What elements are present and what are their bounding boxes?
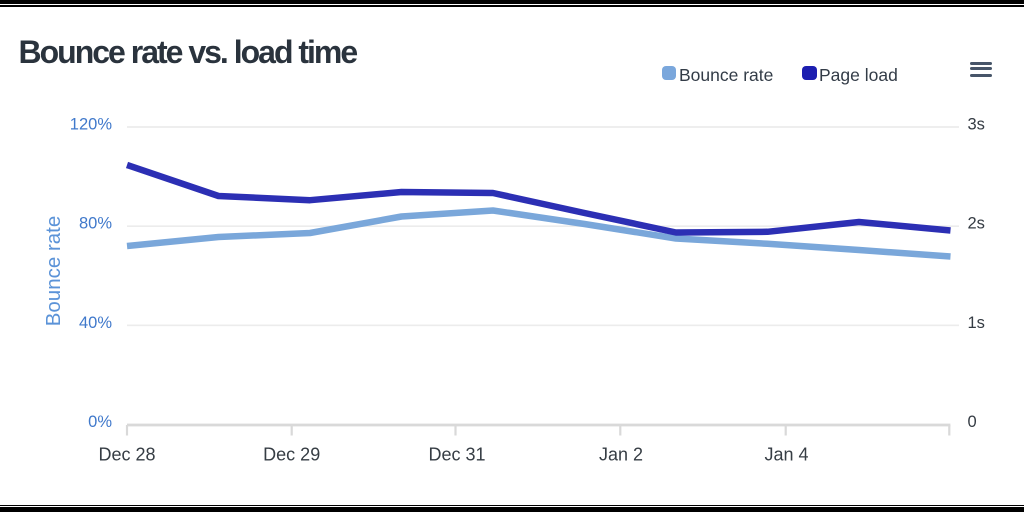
svg-text:0: 0 (968, 413, 977, 431)
svg-text:Bounce rate: Bounce rate (42, 216, 65, 327)
svg-text:Dec 29: Dec 29 (263, 445, 320, 465)
svg-text:Dec 28: Dec 28 (98, 445, 155, 465)
svg-text:120%: 120% (70, 116, 113, 134)
svg-text:1s: 1s (968, 314, 985, 332)
svg-text:0%: 0% (88, 413, 112, 431)
svg-text:Dec 31: Dec 31 (428, 445, 485, 465)
svg-text:Jan 4: Jan 4 (764, 445, 808, 465)
svg-text:3s: 3s (968, 116, 985, 134)
svg-text:40%: 40% (79, 314, 112, 332)
svg-text:80%: 80% (79, 215, 112, 233)
svg-text:2s: 2s (968, 215, 985, 233)
svg-text:Jan 2: Jan 2 (599, 445, 643, 465)
